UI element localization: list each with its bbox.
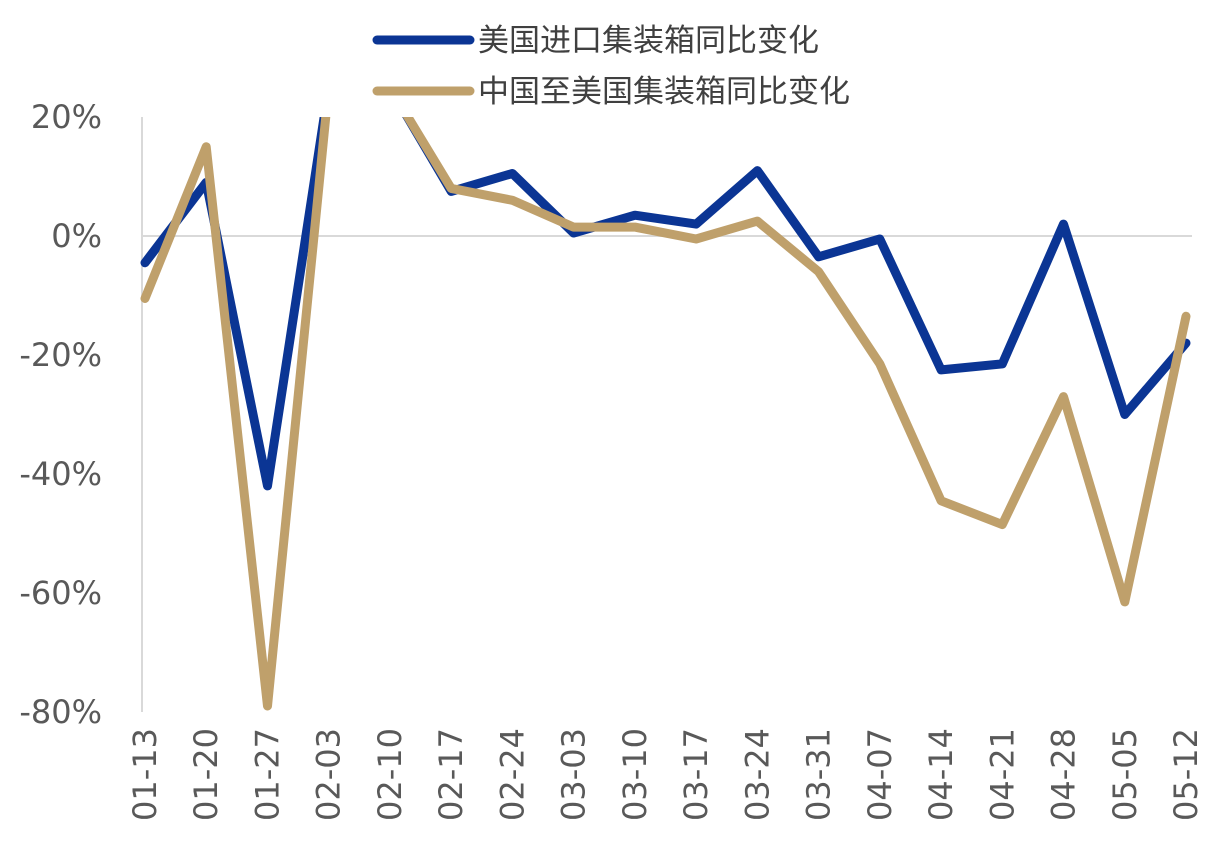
x-tick-label: 01-27 (248, 728, 286, 821)
x-tick-label: 04-21 (983, 728, 1021, 821)
y-tick-label: 20% (31, 98, 102, 136)
x-tick-label: 05-12 (1167, 728, 1205, 821)
y-tick-label: -60% (19, 574, 102, 612)
x-tick-label: 04-07 (861, 728, 899, 821)
x-tick-label: 02-03 (310, 728, 348, 821)
x-tick-label: 03-17 (677, 728, 715, 821)
legend-label: 美国进口集装箱同比变化 (478, 23, 819, 59)
series-lines (140, 117, 1191, 711)
x-tick-label: 02-24 (493, 728, 531, 821)
x-tick-label: 01-20 (187, 728, 225, 821)
y-tick-label: -80% (19, 693, 102, 731)
legend-label: 中国至美国集装箱同比变化 (478, 74, 850, 110)
y-axis-ticks: 20% 0% -20% -40% -60% -80% (19, 98, 102, 731)
y-tick-label: -20% (19, 336, 102, 374)
x-tick-label: 02-17 (432, 728, 470, 821)
x-tick-label: 04-14 (922, 728, 960, 821)
series-line-2 (140, 117, 1191, 711)
x-axis-ticks: 01-13 01-20 01-27 02-03 02-10 02-17 02-24 03-03… (126, 728, 1205, 821)
x-tick-label: 03-24 (738, 728, 776, 821)
x-tick-label: 02-10 (371, 728, 409, 821)
x-tick-label: 04-28 (1045, 728, 1083, 821)
y-tick-label: 0% (51, 217, 102, 255)
series-line-1 (140, 117, 1191, 491)
x-tick-label: 01-13 (126, 728, 164, 821)
x-tick-label: 03-10 (616, 728, 654, 821)
x-tick-label: 03-03 (555, 728, 593, 821)
x-tick-label: 05-05 (1106, 728, 1144, 821)
x-tick-label: 03-31 (800, 728, 838, 821)
y-tick-label: -40% (19, 455, 102, 493)
